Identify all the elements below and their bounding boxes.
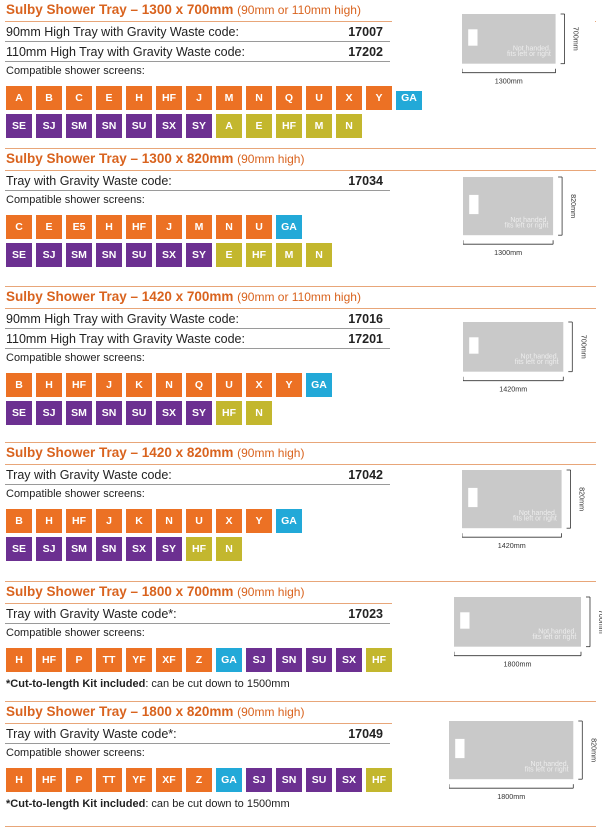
svg-text:fits left or right: fits left or right (525, 766, 569, 773)
svg-text:700mm: 700mm (579, 334, 588, 358)
svg-text:700mm: 700mm (571, 26, 580, 50)
svg-text:820mm: 820mm (569, 194, 578, 218)
svg-text:fits left or right: fits left or right (504, 222, 548, 229)
svg-text:1800mm: 1800mm (498, 792, 526, 801)
svg-text:1420mm: 1420mm (498, 541, 526, 550)
svg-text:700mm: 700mm (597, 610, 602, 634)
svg-text:fits left or right: fits left or right (513, 515, 557, 522)
svg-text:fits left or right: fits left or right (515, 358, 559, 365)
svg-text:1300mm: 1300mm (494, 76, 522, 85)
svg-text:fits left or right: fits left or right (533, 634, 577, 641)
svg-text:820mm: 820mm (590, 738, 599, 762)
svg-text:fits left or right: fits left or right (507, 50, 551, 57)
svg-text:1420mm: 1420mm (499, 384, 527, 393)
svg-text:820mm: 820mm (578, 487, 587, 511)
svg-text:1800mm: 1800mm (504, 660, 532, 669)
svg-text:1300mm: 1300mm (494, 248, 522, 257)
